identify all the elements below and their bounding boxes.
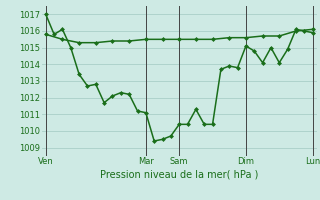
X-axis label: Pression niveau de la mer( hPa ): Pression niveau de la mer( hPa ) bbox=[100, 169, 258, 179]
